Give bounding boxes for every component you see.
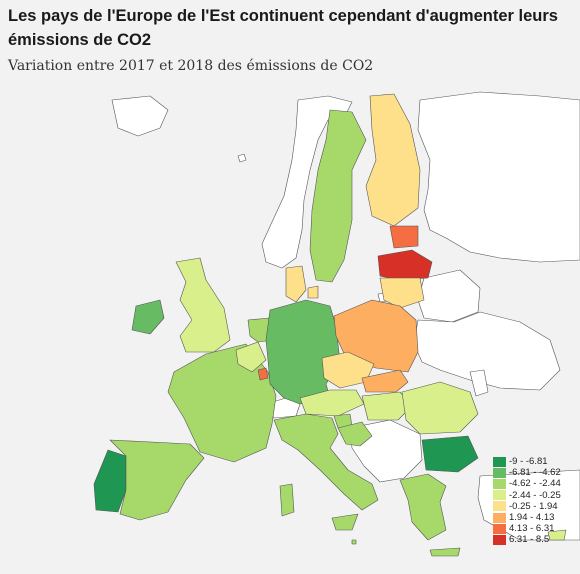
country-sweden <box>309 109 367 283</box>
map-subtitle: Variation entre 2017 et 2018 des émissio… <box>8 58 374 74</box>
legend-item: -4.62 - -2.44 <box>493 478 578 489</box>
country-poland <box>333 299 419 373</box>
country-denmark <box>285 265 307 303</box>
country-ireland <box>131 299 165 335</box>
legend-label: -2.44 - -0.25 <box>509 489 561 501</box>
legend-label: -6.81 - -4.62 <box>509 467 561 479</box>
legend-label: 4.13 - 6.31 <box>509 523 555 535</box>
country-russia-north <box>417 91 580 263</box>
legend-label: -9 - -6.81 <box>509 456 548 468</box>
legend-item: -2.44 - -0.25 <box>493 490 578 501</box>
country-estonia <box>389 225 419 249</box>
legend-item: 4.13 - 6.31 <box>493 523 578 534</box>
legend-swatch <box>493 456 506 467</box>
country-italy <box>273 413 379 511</box>
country-faroe <box>237 153 247 163</box>
country-greece <box>399 473 447 541</box>
europe-map <box>93 91 580 557</box>
legend-item: 1.94 - 4.13 <box>493 512 578 523</box>
country-bulgaria <box>421 435 479 473</box>
legend-label: 6.31 - 8.5 <box>509 534 550 546</box>
legend-label: 1.94 - 4.13 <box>509 512 555 524</box>
legend-item: -6.81 - -4.62 <box>493 467 578 478</box>
country-germany <box>265 299 341 405</box>
legend-label: -0.25 - 1.94 <box>509 500 558 512</box>
legend-label: -4.62 - -2.44 <box>509 478 561 490</box>
country-belarus <box>417 269 481 323</box>
legend-swatch <box>493 490 506 501</box>
legend-swatch <box>493 512 506 523</box>
country-portugal <box>93 449 127 513</box>
country-spain <box>109 439 205 521</box>
country-greenland-iceland <box>111 95 169 137</box>
legend-item: -9 - -6.81 <box>493 456 578 467</box>
country-croatia <box>337 421 373 447</box>
country-uk <box>175 257 231 353</box>
country-lithuania <box>379 277 425 309</box>
legend-swatch <box>493 501 506 512</box>
legend-swatch <box>493 478 506 489</box>
country-france <box>167 343 277 463</box>
legend-item: 6.31 - 8.5 <box>493 534 578 545</box>
country-denmark-isle <box>307 285 319 299</box>
country-latvia <box>377 249 433 281</box>
country-malta <box>351 539 357 545</box>
country-slovakia <box>361 369 409 393</box>
legend-swatch <box>493 523 506 534</box>
country-sicily <box>331 513 359 531</box>
country-finland <box>365 93 421 227</box>
map-title: Les pays de l'Europe de l'Est continuent… <box>8 7 558 49</box>
country-belgium <box>235 341 267 373</box>
country-crete <box>429 547 461 557</box>
legend-item: -0.25 - 1.94 <box>493 501 578 512</box>
legend-swatch <box>493 534 506 545</box>
country-romania <box>401 381 479 435</box>
country-sardinia <box>279 483 295 517</box>
country-moldova <box>469 369 489 397</box>
country-cyprus <box>547 529 567 541</box>
map-legend: -9 - -6.81 -6.81 - -4.62 -4.62 - -2.44 -… <box>493 456 578 546</box>
legend-swatch <box>493 467 506 478</box>
country-luxembourg <box>257 367 269 381</box>
country-ukraine <box>413 311 561 391</box>
